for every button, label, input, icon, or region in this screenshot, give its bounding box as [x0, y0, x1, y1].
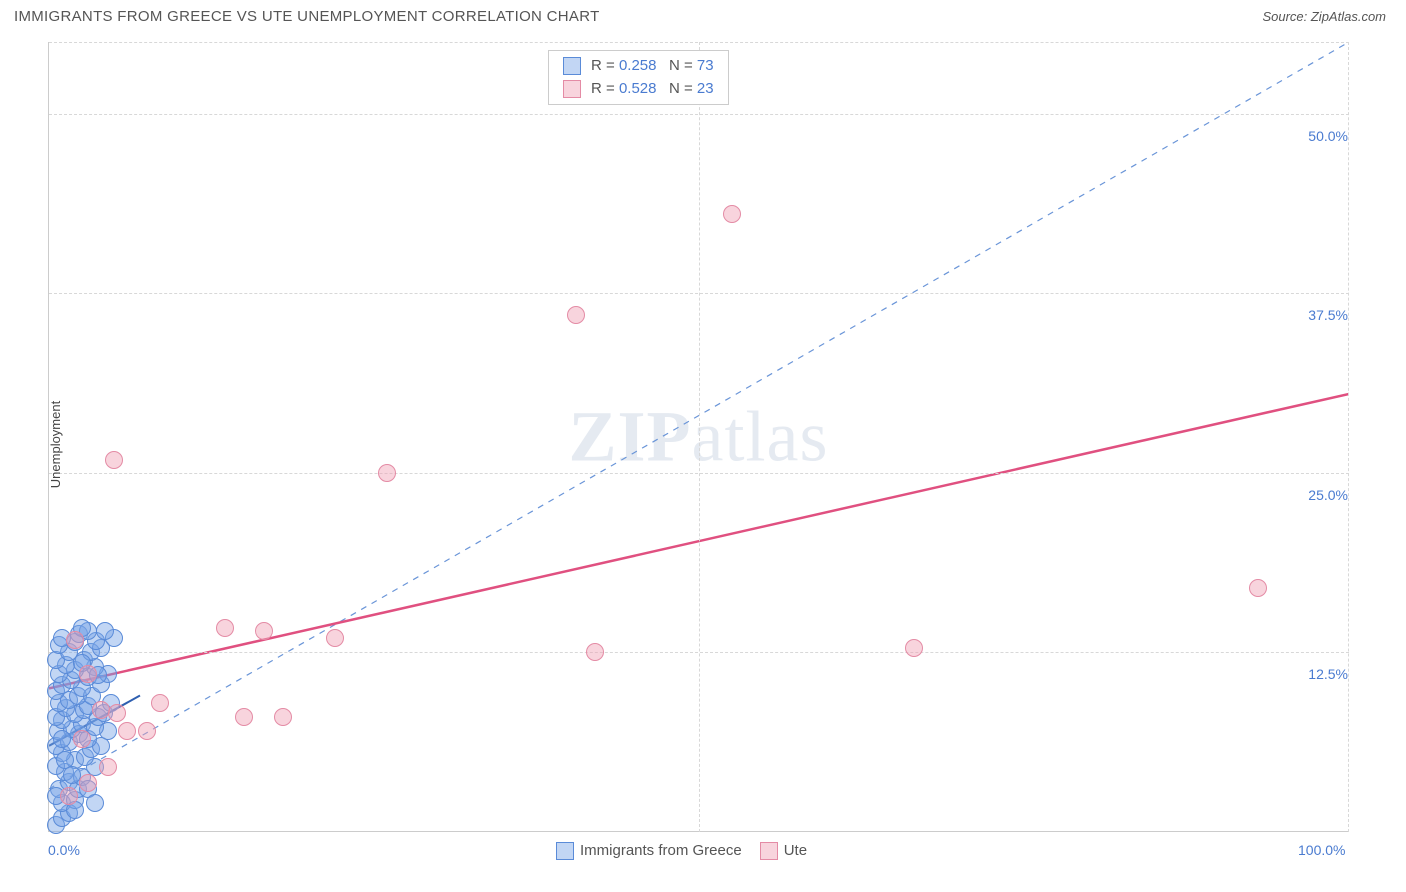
- data-point: [378, 464, 396, 482]
- correlation-row: R = 0.528 N = 23: [563, 78, 714, 101]
- data-point: [1249, 579, 1267, 597]
- data-point: [86, 794, 104, 812]
- x-tick-label: 0.0%: [48, 842, 80, 858]
- data-point: [96, 622, 114, 640]
- data-point: [108, 704, 126, 722]
- data-point: [151, 694, 169, 712]
- legend-swatch: [556, 842, 574, 860]
- data-point: [99, 758, 117, 776]
- data-point: [73, 730, 91, 748]
- legend: Immigrants from Greece Ute: [538, 842, 807, 860]
- data-point: [79, 774, 97, 792]
- data-point: [118, 722, 136, 740]
- data-point: [66, 631, 84, 649]
- data-point: [216, 619, 234, 637]
- data-point: [53, 730, 71, 748]
- gridline: [699, 42, 700, 832]
- legend-label: Ute: [784, 842, 807, 859]
- data-point: [274, 708, 292, 726]
- gridline: [1348, 42, 1349, 832]
- chart-title: IMMIGRANTS FROM GREECE VS UTE UNEMPLOYME…: [14, 8, 600, 25]
- data-point: [723, 205, 741, 223]
- data-point: [567, 306, 585, 324]
- data-point: [60, 787, 78, 805]
- y-tick-label: 25.0%: [1298, 487, 1348, 503]
- data-point: [105, 451, 123, 469]
- source-label: Source: ZipAtlas.com: [1262, 9, 1386, 24]
- y-tick-label: 12.5%: [1298, 666, 1348, 682]
- data-point: [138, 722, 156, 740]
- legend-swatch: [760, 842, 778, 860]
- data-point: [255, 622, 273, 640]
- y-tick-label: 50.0%: [1298, 128, 1348, 144]
- data-point: [235, 708, 253, 726]
- chart: ZIPatlas Unemployment R = 0.258 N = 73R …: [48, 42, 1388, 872]
- plot-area: ZIPatlas: [48, 42, 1348, 832]
- correlation-row: R = 0.258 N = 73: [563, 55, 714, 78]
- x-tick-label: 100.0%: [1298, 842, 1345, 858]
- correlation-box: R = 0.258 N = 73R = 0.528 N = 23: [548, 50, 729, 105]
- y-tick-label: 37.5%: [1298, 307, 1348, 323]
- data-point: [905, 639, 923, 657]
- data-point: [79, 665, 97, 683]
- data-point: [586, 643, 604, 661]
- data-point: [326, 629, 344, 647]
- legend-label: Immigrants from Greece: [580, 842, 742, 859]
- y-axis-label: Unemployment: [48, 401, 63, 488]
